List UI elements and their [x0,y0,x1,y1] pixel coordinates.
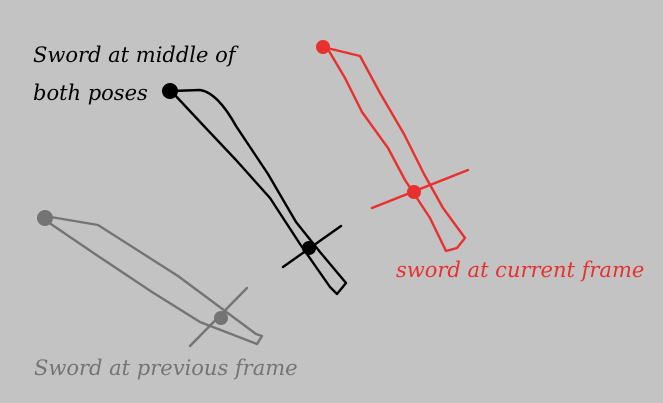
label-middle-pose: Sword at middle of both poses [33,36,236,112]
label-previous-frame: Sword at previous frame [34,356,298,380]
label-middle-line1: Sword at middle of [33,43,236,67]
sword-previous-frame [37,210,264,348]
label-current-frame: sword at current frame [396,258,645,282]
sword-middle-pivot [302,241,316,255]
label-middle-line2: both poses [33,81,148,105]
sword-current-pivot [407,185,421,199]
sword-previous-blade [43,214,264,346]
sword-previous-handle-end [37,210,53,226]
sword-middle-blade [170,88,348,296]
sword-current-handle-end [316,40,330,54]
sword-current-frame [316,40,470,253]
sword-previous-pivot [214,311,228,325]
sword-middle-handle-end [162,83,178,99]
sword-current-blade [321,45,467,253]
sword-middle-pose [162,83,348,296]
